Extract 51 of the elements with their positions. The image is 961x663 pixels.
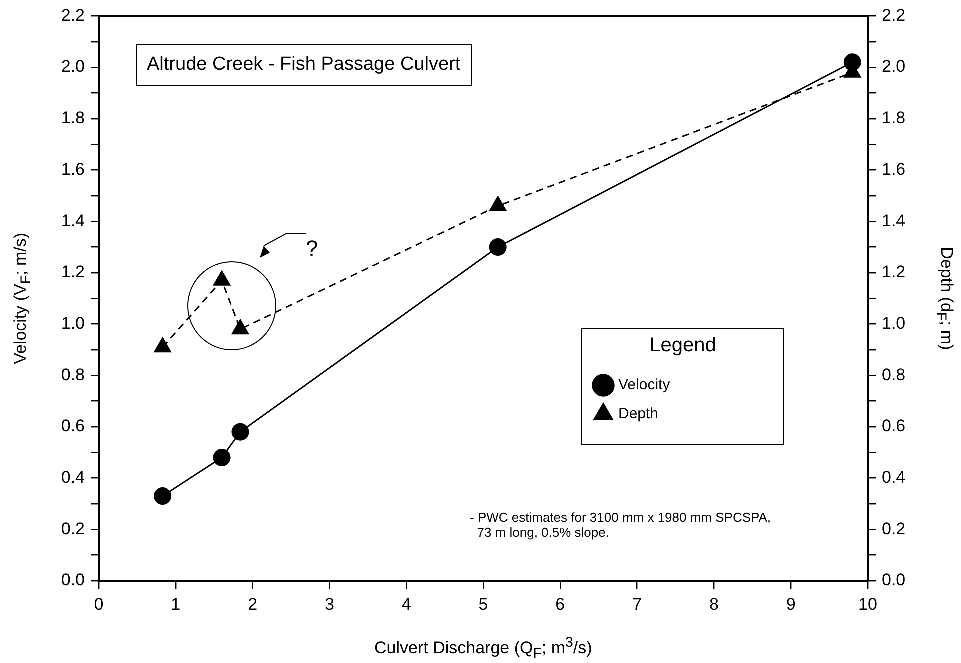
x-tick-label: 9 [786,594,796,614]
y2-tick-label: 0.2 [882,519,906,538]
point [844,54,862,72]
point [154,488,172,506]
point [489,238,507,256]
x-tick-label: 8 [709,594,719,614]
point [490,196,507,212]
y-tick-label: 0.0 [61,570,85,590]
y2-tick-label: 1.6 [882,160,906,179]
y-tick-label: 0.2 [61,519,85,538]
x-tick-label: 4 [402,594,412,614]
y2-tick-label: 0.4 [882,468,906,487]
y-tick-label: 1.6 [61,160,85,179]
x-tick-label: 0 [94,594,104,614]
y-tick-label: 2.2 [61,6,85,25]
point [213,449,231,467]
y2-tick-label: 1.8 [882,108,906,128]
point [232,423,250,441]
point [154,338,172,353]
x-tick-label: 5 [478,594,488,614]
legend-label: Velocity [618,376,671,394]
y-tick-label: 0.6 [61,416,85,436]
x-tick-label: 3 [324,594,334,614]
annotation: - PWC estimates for 3100 mm x 1980 mm SPCSPA, 73 m long, 0.5% slope. [470,510,772,540]
x-tick-label: 10 [858,594,878,614]
x-tick-label: 1 [171,594,181,614]
x-tick-label: 7 [632,594,642,614]
y2-tick-label: 1.2 [882,262,906,282]
x-tick-label: 2 [248,594,258,614]
y2-tick-label: 0.6 [882,416,906,436]
x-tick-label: 6 [556,594,566,614]
y-tick-label: 1.2 [61,262,85,282]
y-tick-label: 1.4 [61,211,85,230]
y-tick-label: 1.8 [61,108,85,128]
y2-tick-label: 1.4 [882,211,906,230]
legend-label: Depth [618,406,659,423]
y2-tick-label: 1.0 [882,314,906,333]
legend-title: Legend [650,334,716,357]
text: Altrude Creek - Fish Passage Culvert [136,44,472,86]
point [213,270,231,286]
y2-tick-label: 0.8 [882,365,906,384]
annotation: ? [306,236,318,262]
y2-tick-label: 2.2 [882,6,906,25]
x-axis-title: Culvert Discharge (Q$_{F}$; m$^{3}$/s) [374,635,592,662]
y-tick-label: 0.8 [61,365,85,384]
y-tick-label: 0.4 [61,468,85,487]
y-tick-label: 2.0 [61,57,85,76]
point [232,320,250,335]
y2-tick-label: 0.0 [882,570,906,590]
y-tick-label: 1.0 [61,314,85,333]
y2-tick-label: 2.0 [882,57,906,76]
